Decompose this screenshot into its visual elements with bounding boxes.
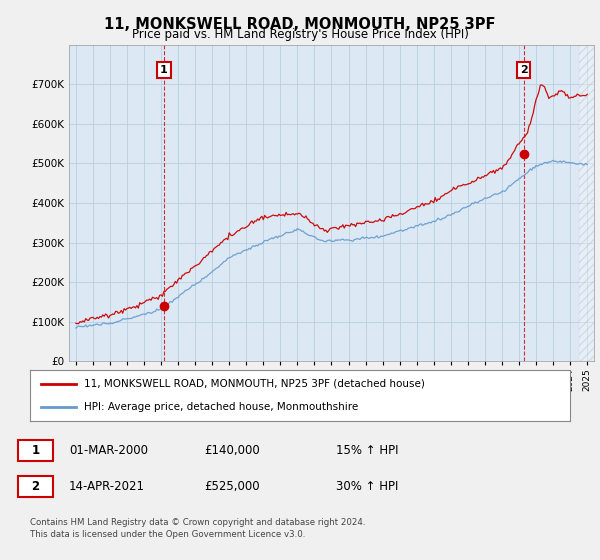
Text: £140,000: £140,000 [204,444,260,457]
Bar [578,45,600,361]
Text: 30% ↑ HPI: 30% ↑ HPI [336,480,398,493]
Text: HPI: Average price, detached house, Monmouthshire: HPI: Average price, detached house, Monm… [84,402,358,412]
Text: 11, MONKSWELL ROAD, MONMOUTH, NP25 3PF (detached house): 11, MONKSWELL ROAD, MONMOUTH, NP25 3PF (… [84,379,425,389]
Text: 11, MONKSWELL ROAD, MONMOUTH, NP25 3PF: 11, MONKSWELL ROAD, MONMOUTH, NP25 3PF [104,17,496,32]
Text: 15% ↑ HPI: 15% ↑ HPI [336,444,398,457]
Text: 1: 1 [160,65,168,75]
Text: 2: 2 [520,65,527,75]
Text: £525,000: £525,000 [204,480,260,493]
Text: 2: 2 [31,480,40,493]
Text: 01-MAR-2000: 01-MAR-2000 [69,444,148,457]
Text: 14-APR-2021: 14-APR-2021 [69,480,145,493]
Text: Price paid vs. HM Land Registry's House Price Index (HPI): Price paid vs. HM Land Registry's House … [131,28,469,41]
Text: Contains HM Land Registry data © Crown copyright and database right 2024.
This d: Contains HM Land Registry data © Crown c… [30,518,365,539]
Text: 1: 1 [31,444,40,457]
